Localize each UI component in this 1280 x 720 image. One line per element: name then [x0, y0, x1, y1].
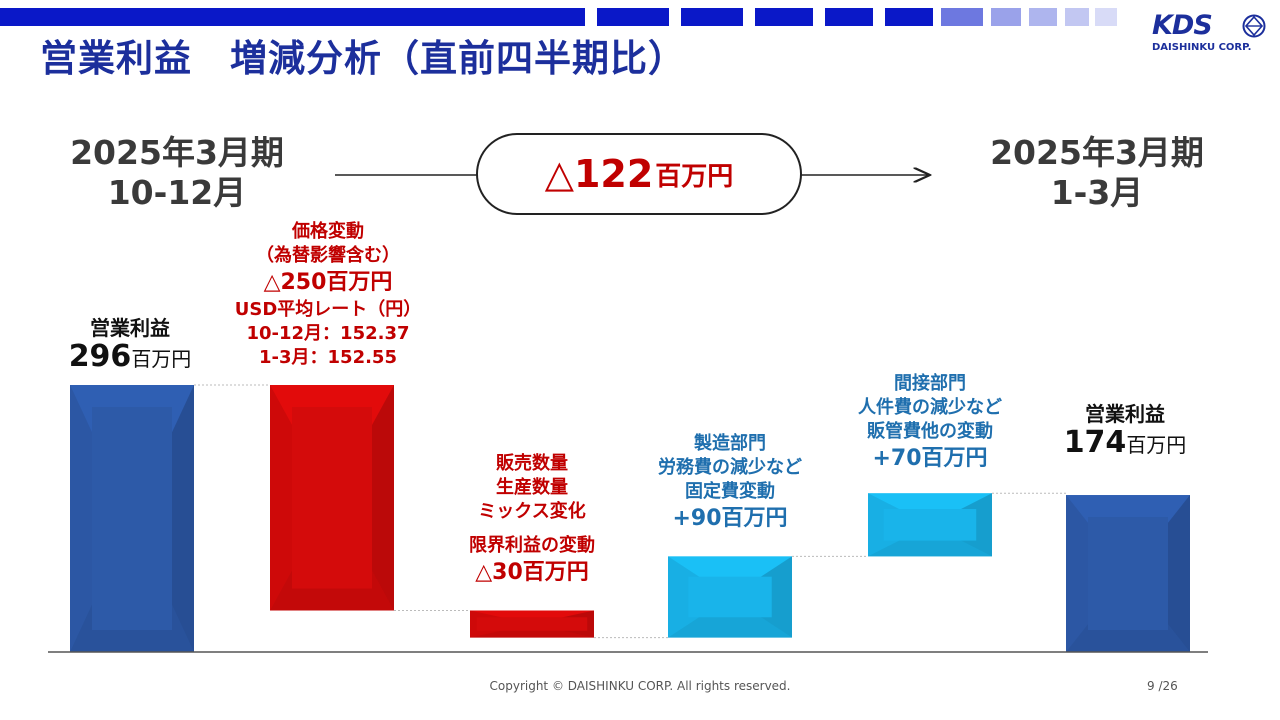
start-value: 296	[68, 339, 132, 374]
logo-corp-text: DAISHINKU CORP.	[1152, 42, 1252, 53]
page-number: 9 /26	[1147, 679, 1178, 693]
header-bar-segment	[991, 8, 1021, 26]
indirect-line2: 人件費の減少など	[858, 397, 1002, 418]
period-to-year: 2025年3月期	[990, 133, 1204, 172]
total-change-unit: 百万円	[655, 161, 734, 192]
header-bar-segment	[681, 8, 743, 26]
volume-line4: 限界利益の変動	[469, 535, 595, 556]
copyright: Copyright © DAISHINKU CORP. All rights r…	[489, 679, 791, 693]
indirect-line3: 販管費他の変動	[867, 421, 993, 442]
volume-line2: 生産数量	[496, 477, 568, 498]
chart-connectors	[194, 384, 1066, 639]
bar-end	[1066, 495, 1190, 652]
bar-fixed-cost	[668, 556, 792, 638]
total-change-badge: △122 百万円	[476, 133, 802, 215]
header-bar-segment	[1029, 8, 1057, 26]
bar-price	[270, 385, 394, 611]
price-value: △250百万円	[263, 270, 393, 295]
chart-bars	[70, 385, 1190, 652]
indirect-line1: 間接部門	[894, 373, 966, 394]
logo-text: KDS	[1152, 10, 1213, 41]
end-value: 174	[1063, 425, 1127, 460]
start-title: 営業利益	[90, 316, 170, 340]
period-from-year: 2025年3月期	[70, 133, 284, 172]
usd-rate-prev: 10-12月：152.37	[246, 323, 410, 344]
indirect-value: +70百万円	[872, 446, 988, 471]
header-bar-segment	[825, 8, 873, 26]
header-bar-segment	[755, 8, 813, 26]
header-bar	[0, 8, 1130, 26]
company-logo: KDS DAISHINKU CORP.	[1150, 10, 1268, 56]
period-to: 2025年3月期 1-3月	[982, 133, 1212, 213]
price-title: 価格変動	[292, 221, 364, 242]
usd-rate-title: USD平均レート（円）	[234, 299, 422, 320]
mfg-label: 製造部門 労務費の減少など 固定費変動 +90百万円	[620, 432, 840, 534]
header-bar-segment	[941, 8, 983, 26]
header-bar-segment	[1065, 8, 1089, 26]
bar-sga	[868, 493, 992, 557]
start-unit: 百万円	[131, 347, 192, 371]
usd-rate-curr: 1-3月：152.55	[259, 347, 397, 368]
mfg-line2: 労務費の減少など	[658, 457, 802, 478]
period-to-quarter: 1-3月	[1050, 173, 1144, 212]
header-bar-segment	[885, 8, 933, 26]
header-bar-solid	[0, 8, 585, 26]
end-label: 営業利益 174百万円	[1025, 402, 1225, 460]
page-title: 営業利益 増減分析（直前四半期比）	[40, 37, 686, 80]
start-label: 営業利益 296百万円	[30, 316, 230, 374]
volume-line1: 販売数量	[496, 453, 568, 474]
price-label: 価格変動 （為替影響含む） △250百万円 USD平均レート（円） 10-12月…	[218, 220, 438, 370]
indirect-label: 間接部門 人件費の減少など 販管費他の変動 +70百万円	[820, 372, 1040, 474]
volume-value: △30百万円	[475, 560, 589, 585]
end-title: 営業利益	[1085, 402, 1165, 426]
mfg-line3: 固定費変動	[685, 481, 775, 502]
price-subtitle: （為替影響含む）	[256, 245, 400, 266]
header-bar-segment	[597, 8, 669, 26]
mfg-line1: 製造部門	[694, 433, 766, 454]
volume-label: 販売数量 生産数量 ミックス変化 限界利益の変動 △30百万円	[432, 452, 632, 588]
logo-emblem-icon	[1242, 14, 1266, 38]
volume-line3: ミックス変化	[478, 501, 586, 522]
total-change-value: △122	[544, 152, 654, 196]
bar-volume	[470, 610, 594, 638]
end-unit: 百万円	[1126, 433, 1187, 457]
period-from-quarter: 10-12月	[107, 173, 247, 212]
header-bar-segment	[1095, 8, 1117, 26]
period-from: 2025年3月期 10-12月	[62, 133, 292, 213]
bar-start	[70, 385, 194, 652]
mfg-value: +90百万円	[672, 506, 788, 531]
